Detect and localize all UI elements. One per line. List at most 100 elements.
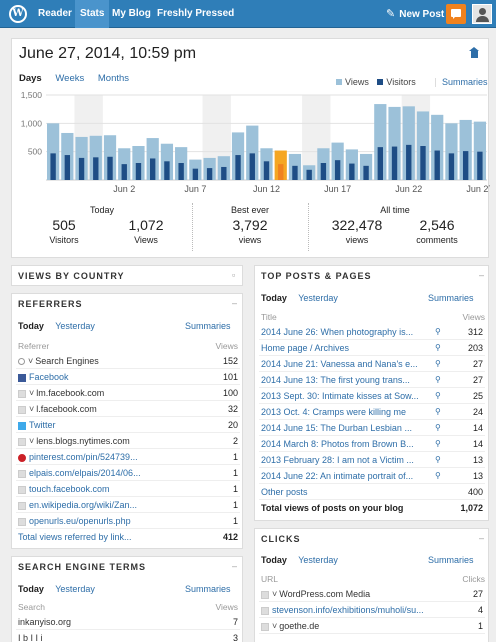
- collapse-icon[interactable]: –: [479, 270, 485, 280]
- top-post-row[interactable]: 2014 June 13: The first young trans... ⚲ 2…: [259, 372, 485, 388]
- visitors-bar: [64, 155, 71, 180]
- click-row[interactable]: stevenson.info/exhibitions/muholi/su... 4: [259, 602, 485, 618]
- expand-icon[interactable]: ▫: [232, 270, 236, 280]
- total-label[interactable]: Total views referred by link...: [18, 532, 132, 542]
- top-post-row[interactable]: 2013 February 28: I am not a Victim ... ⚲…: [259, 452, 485, 468]
- favicon-icon: [261, 622, 269, 631]
- click-row[interactable]: ˅ goethe.de 1: [259, 618, 485, 634]
- chevron-down-icon[interactable]: ˅: [28, 356, 34, 366]
- notifications-button[interactable]: [446, 4, 466, 24]
- chevron-down-icon[interactable]: ˅: [272, 589, 278, 599]
- tab-today[interactable]: Today: [261, 555, 287, 565]
- referrer-row[interactable]: ˅ Search Engines 152: [16, 353, 240, 369]
- nav-reader[interactable]: Reader: [38, 8, 72, 19]
- clicks-tabs: Today Yesterday: [261, 555, 347, 565]
- referrers-summaries-link[interactable]: Summaries: [185, 321, 231, 331]
- click-row[interactable]: ˅ WordPress.com Media 27: [259, 586, 485, 602]
- summaries-link[interactable]: Summaries: [429, 77, 488, 88]
- top-post-row[interactable]: 2014 June 21: Vanessa and Nana's e... ⚲ 27: [259, 356, 485, 372]
- top-post-row-label: 2013 Sept. 30: Intimate kisses at Sow...: [261, 388, 425, 404]
- referrer-row[interactable]: Twitter 20: [16, 417, 240, 433]
- visitors-bar: [448, 153, 455, 180]
- top-post-row[interactable]: 2014 June 22: An intimate portrait of...…: [259, 468, 485, 484]
- nav-freshly-pressed[interactable]: Freshly Pressed: [157, 8, 235, 19]
- top-post-row[interactable]: 2014 June 26: When photography is... ⚲ 312: [259, 324, 485, 340]
- today-views-label: Views: [134, 235, 158, 245]
- zoom-icon[interactable]: ⚲: [435, 471, 441, 480]
- chevron-down-icon[interactable]: ˅: [29, 436, 35, 446]
- referrer-row[interactable]: elpais.com/elpais/2014/06... 1: [16, 465, 240, 481]
- collapse-icon[interactable]: –: [479, 533, 485, 543]
- today-views-count: 1,072: [128, 217, 164, 233]
- referrer-row[interactable]: pinterest.com/pin/524739... 1: [16, 449, 240, 465]
- search-term-row[interactable]: I b I I i 3: [16, 630, 240, 642]
- chevron-down-icon[interactable]: ˅: [29, 404, 35, 414]
- nav-my-blog[interactable]: My Blog: [112, 8, 151, 19]
- chevron-down-icon[interactable]: ˅: [272, 621, 278, 631]
- referrer-row[interactable]: ˅ lens.blogs.nytimes.com 2: [16, 433, 240, 449]
- top-posts-col-title: Title: [261, 312, 277, 322]
- tab-today[interactable]: Today: [18, 321, 44, 331]
- chevron-down-icon[interactable]: ˅: [29, 388, 35, 398]
- top-post-row-text: 2014 March 8: Photos from Brown B...: [261, 439, 414, 449]
- home-icon[interactable]: [469, 47, 479, 58]
- collapse-icon[interactable]: –: [232, 298, 238, 308]
- zoom-icon[interactable]: ⚲: [435, 407, 441, 416]
- top-post-row[interactable]: 2014 March 8: Photos from Brown B... ⚲ 14: [259, 436, 485, 452]
- tab-months[interactable]: Months: [97, 73, 130, 84]
- top-post-row[interactable]: 2013 Oct. 4: Cramps were killing me ⚲ 24: [259, 404, 485, 420]
- tab-today[interactable]: Today: [261, 293, 287, 303]
- zoom-icon[interactable]: ⚲: [435, 359, 441, 368]
- search-terms-summaries-link[interactable]: Summaries: [185, 584, 231, 594]
- top-post-row[interactable]: 2013 Sept. 30: Intimate kisses at Sow...…: [259, 388, 485, 404]
- tab-days[interactable]: Days: [19, 73, 42, 84]
- referrer-row[interactable]: ˅ l.facebook.com 32: [16, 401, 240, 417]
- tab-yesterday[interactable]: Yesterday: [55, 584, 95, 594]
- zoom-icon[interactable]: ⚲: [435, 327, 441, 336]
- top-post-row[interactable]: Home page / Archives ⚲ 203: [259, 340, 485, 356]
- top-post-row-label: 2013 February 28: I am not a Victim ...: [261, 452, 425, 468]
- top-post-row[interactable]: Other posts 400: [259, 484, 485, 500]
- visitors-bar: [50, 153, 56, 180]
- clicks-col-clicks: Clicks: [462, 574, 485, 584]
- new-post-button[interactable]: ✎ New Post: [386, 0, 444, 28]
- referrer-row-label: Twitter: [18, 417, 198, 433]
- search-term-row-value: 7: [232, 617, 238, 627]
- top-posts-summaries-link[interactable]: Summaries: [428, 293, 474, 303]
- top-post-row-label: 2014 June 26: When photography is...: [261, 324, 425, 340]
- top-post-row-text: 2013 February 28: I am not a Victim ...: [261, 455, 414, 465]
- referrer-row[interactable]: touch.facebook.com 1: [16, 481, 240, 497]
- top-post-row-total: Total views of posts on your blog 1,072: [259, 500, 485, 516]
- x-tick-label: Jun 12: [253, 184, 280, 194]
- top-post-row[interactable]: 2014 June 15: The Durban Lesbian ... ⚲ 14: [259, 420, 485, 436]
- zoom-icon[interactable]: ⚲: [435, 343, 441, 352]
- zoom-icon[interactable]: ⚲: [435, 423, 441, 432]
- avatar[interactable]: [472, 4, 492, 24]
- tab-yesterday[interactable]: Yesterday: [298, 555, 338, 565]
- search-term-row[interactable]: inkanyiso.org 7: [16, 614, 240, 630]
- clicks-summaries-link[interactable]: Summaries: [428, 555, 474, 565]
- pinterest-icon: [18, 453, 26, 462]
- referrer-row[interactable]: Facebook 101: [16, 369, 240, 385]
- totals-separator-1: [192, 203, 193, 251]
- zoom-icon[interactable]: ⚲: [435, 439, 441, 448]
- tab-today[interactable]: Today: [18, 584, 44, 594]
- referrer-row[interactable]: ˅ lm.facebook.com 100: [16, 385, 240, 401]
- zoom-icon[interactable]: ⚲: [435, 455, 441, 464]
- summaries-divider: [435, 78, 436, 88]
- tab-yesterday[interactable]: Yesterday: [55, 321, 95, 331]
- wordpress-logo-icon[interactable]: W: [9, 5, 27, 23]
- collapse-icon[interactable]: –: [232, 561, 238, 571]
- tab-weeks[interactable]: Weeks: [55, 73, 85, 84]
- referrer-row-text: l.facebook.com: [36, 404, 97, 414]
- zoom-icon[interactable]: ⚲: [435, 375, 441, 384]
- tab-yesterday[interactable]: Yesterday: [298, 293, 338, 303]
- referrer-row[interactable]: openurls.eu/openurls.php 1: [16, 513, 240, 529]
- visitors-bar: [263, 161, 270, 180]
- top-post-row-value: 312: [467, 327, 483, 337]
- referrer-row-text: lens.blogs.nytimes.com: [36, 436, 130, 446]
- nav-stats[interactable]: Stats: [75, 0, 110, 28]
- zoom-icon[interactable]: ⚲: [435, 391, 441, 400]
- visitors-bar: [391, 146, 398, 180]
- referrer-row[interactable]: en.wikipedia.org/wiki/Zan... 1: [16, 497, 240, 513]
